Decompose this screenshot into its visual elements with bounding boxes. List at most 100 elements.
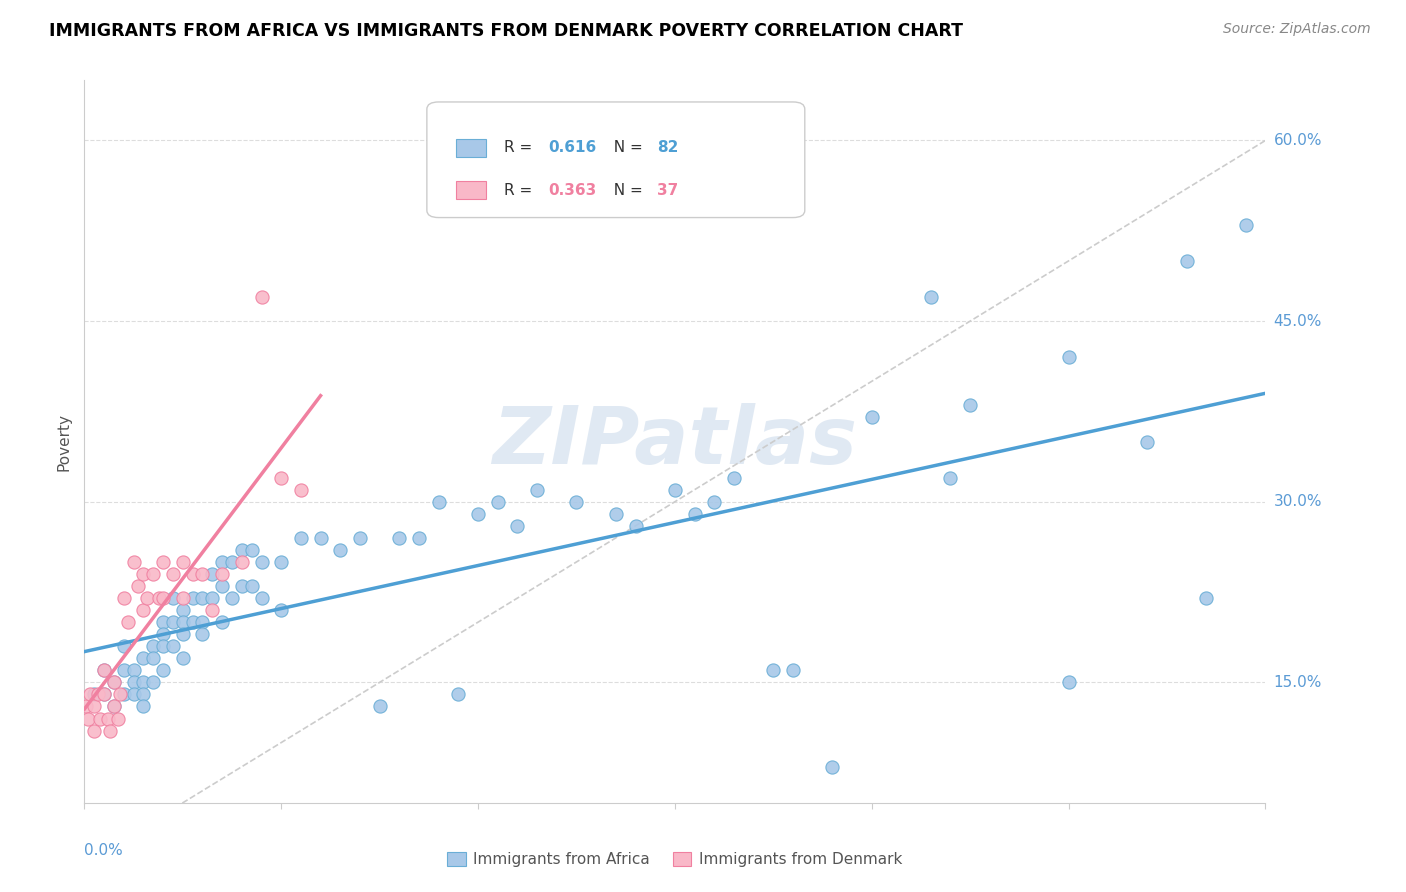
Point <box>172 591 194 606</box>
Point <box>231 542 253 557</box>
Point <box>142 675 165 690</box>
Point <box>201 567 224 582</box>
FancyBboxPatch shape <box>457 138 486 157</box>
Point <box>87 687 110 701</box>
Point <box>309 531 332 545</box>
Point <box>191 615 214 630</box>
Point <box>103 675 125 690</box>
Point <box>231 579 253 593</box>
Point <box>132 651 155 665</box>
Text: 60.0%: 60.0% <box>1274 133 1322 148</box>
Point <box>1195 591 1218 606</box>
Point <box>142 639 165 653</box>
Point <box>683 507 706 521</box>
Text: R =: R = <box>503 140 537 155</box>
Point <box>329 542 352 557</box>
Point <box>270 603 292 617</box>
Point <box>112 591 135 606</box>
Point <box>201 591 224 606</box>
Point <box>75 699 97 714</box>
Point <box>211 567 233 582</box>
Point <box>122 675 145 690</box>
Y-axis label: Poverty: Poverty <box>56 412 72 471</box>
Point <box>388 531 411 545</box>
Point <box>250 555 273 569</box>
Point <box>290 483 312 497</box>
Point <box>93 664 115 678</box>
Point <box>181 567 204 582</box>
Point <box>368 699 391 714</box>
Text: ZIPatlas: ZIPatlas <box>492 402 858 481</box>
Point <box>565 494 588 508</box>
Point <box>107 712 129 726</box>
Point <box>98 723 121 738</box>
Point <box>1057 350 1080 364</box>
Point <box>959 398 981 412</box>
Point <box>152 555 174 569</box>
Point <box>132 603 155 617</box>
Point <box>290 531 312 545</box>
Point <box>191 567 214 582</box>
Point <box>860 410 883 425</box>
Point <box>108 687 131 701</box>
Text: 0.363: 0.363 <box>548 183 596 198</box>
Point <box>97 712 120 726</box>
Text: 30.0%: 30.0% <box>1274 494 1322 509</box>
Point <box>526 483 548 497</box>
Text: N =: N = <box>605 140 648 155</box>
Point <box>122 687 145 701</box>
Point <box>127 579 149 593</box>
Point <box>122 664 145 678</box>
Point <box>703 494 725 508</box>
Point <box>152 627 174 641</box>
Point <box>152 664 174 678</box>
Point <box>79 687 101 701</box>
Point <box>605 507 627 521</box>
Point <box>172 603 194 617</box>
Point <box>349 531 371 545</box>
Text: 15.0%: 15.0% <box>1274 675 1322 690</box>
Point <box>1057 675 1080 690</box>
Text: R =: R = <box>503 183 537 198</box>
Point <box>122 555 145 569</box>
FancyBboxPatch shape <box>427 102 804 218</box>
Point <box>270 470 292 484</box>
Point <box>112 664 135 678</box>
Point <box>142 651 165 665</box>
Point <box>172 627 194 641</box>
Text: 45.0%: 45.0% <box>1274 314 1322 328</box>
Point <box>467 507 489 521</box>
Point <box>162 615 184 630</box>
Point <box>211 555 233 569</box>
Text: 37: 37 <box>657 183 679 198</box>
Point <box>408 531 430 545</box>
Point <box>624 518 647 533</box>
Text: 82: 82 <box>657 140 679 155</box>
Point <box>152 615 174 630</box>
Point <box>152 591 174 606</box>
Point <box>1136 434 1159 449</box>
Point <box>250 290 273 304</box>
Point <box>939 470 962 484</box>
Point <box>148 591 170 606</box>
Point <box>132 699 155 714</box>
Point <box>240 579 263 593</box>
Point <box>181 615 204 630</box>
Point <box>240 542 263 557</box>
Point <box>221 555 243 569</box>
Point <box>83 699 105 714</box>
Point <box>136 591 159 606</box>
Point <box>664 483 686 497</box>
Point <box>89 712 111 726</box>
Text: 0.0%: 0.0% <box>84 843 124 857</box>
Point <box>132 687 155 701</box>
Point <box>221 591 243 606</box>
Point <box>762 664 785 678</box>
Point <box>103 699 125 714</box>
Point <box>270 555 292 569</box>
Text: N =: N = <box>605 183 648 198</box>
Point <box>93 687 115 701</box>
Point <box>231 555 253 569</box>
Point <box>132 675 155 690</box>
Point <box>723 470 745 484</box>
